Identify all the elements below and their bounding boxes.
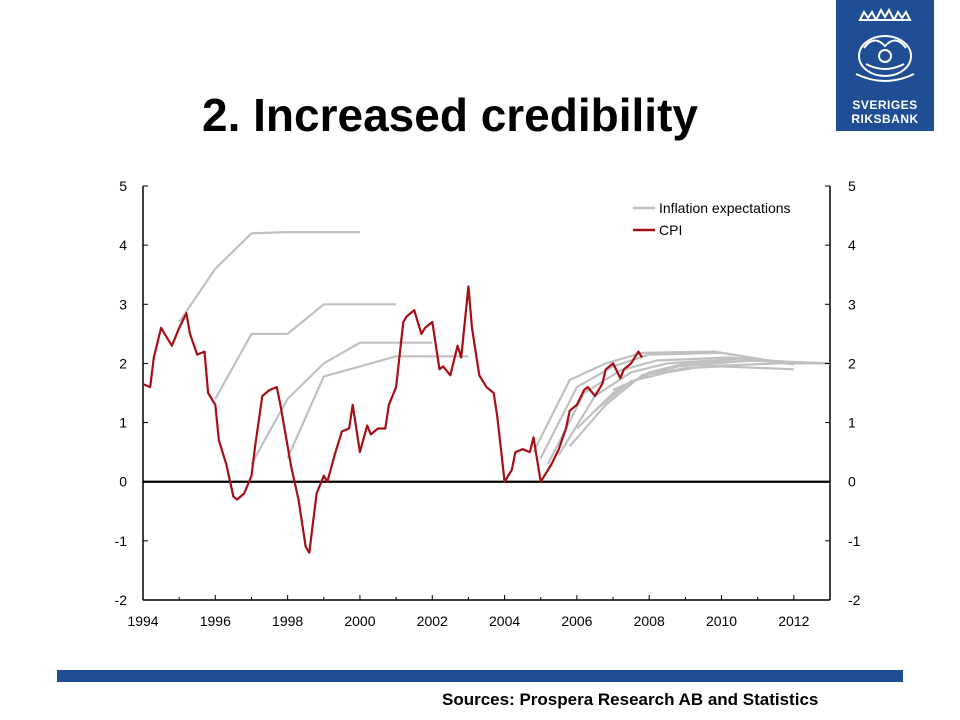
x-tick-label: 2004 (489, 613, 520, 629)
y-tick-label-left: 5 (119, 178, 127, 194)
x-tick-label: 1994 (127, 613, 158, 629)
y-tick-label-right: -1 (848, 533, 861, 549)
logo-text-sveriges: SVERIGES (852, 98, 918, 112)
inflation-expectations-line (214, 303, 397, 400)
y-tick-label-left: -2 (115, 592, 128, 608)
x-tick-label: 2000 (344, 613, 375, 629)
axis-ticks: 5 5 4 4 3 3 2 2 1 1 0 0 -1 -1 -2 -2 1994 1996 1998 2000 2002… (115, 178, 861, 629)
legend-label-cpi: CPI (659, 222, 682, 238)
cpi-series (142, 285, 643, 554)
footer-bar (57, 670, 903, 682)
plot-frame (142, 186, 831, 601)
legend-label-expectations: Inflation expectations (659, 200, 791, 216)
slide-title: 2. Increased credibility (201, 89, 698, 141)
x-tick-label: 1998 (272, 613, 303, 629)
inflation-expectations-line (286, 355, 469, 459)
logo-text-riksbank: RIKSBANK (851, 112, 919, 126)
inflation-expectations-line (576, 359, 831, 430)
inflation-expectations-line (594, 362, 830, 412)
riksbank-logo: SVERIGES RIKSBANK (836, 0, 934, 131)
x-tick-label: 2006 (561, 613, 592, 629)
cpi-line (142, 285, 643, 554)
legend: Inflation expectations CPI (633, 200, 791, 238)
x-tick-label: 1996 (200, 613, 231, 629)
inflation-chart: 5 5 4 4 3 3 2 2 1 1 0 0 -1 -1 -2 -2 1994 1996 1998 2000 2002… (115, 178, 861, 629)
y-tick-label-left: -1 (115, 533, 128, 549)
y-tick-label-left: 3 (119, 296, 127, 312)
x-tick-label: 2008 (634, 613, 665, 629)
y-tick-label-right: 4 (848, 237, 856, 253)
inflation-expectations-line (612, 365, 794, 392)
inflation-expectations-line (568, 359, 823, 447)
y-tick-label-right: 5 (848, 178, 856, 194)
y-tick-label-left: 2 (119, 355, 127, 371)
y-tick-label-right: 3 (848, 296, 856, 312)
crown-emblem-icon (855, 7, 915, 82)
inflation-expectations-line (178, 231, 360, 323)
y-tick-label-right: 2 (848, 355, 856, 371)
inflation-expectations-line (557, 357, 812, 456)
inflation-expectations-line (250, 341, 433, 465)
y-tick-label-left: 1 (119, 415, 127, 431)
x-tick-label: 2002 (417, 613, 448, 629)
x-tick-label: 2012 (778, 613, 809, 629)
y-tick-label-left: 0 (119, 474, 127, 490)
inflation-expectations-line (539, 351, 794, 459)
inflation-expectations-series (178, 231, 831, 465)
source-note: Sources: Prospera Research AB and Statis… (442, 690, 819, 709)
y-tick-label-right: -2 (848, 592, 861, 608)
x-tick-label: 2010 (706, 613, 737, 629)
y-tick-label-left: 4 (119, 237, 127, 253)
y-tick-label-right: 1 (848, 415, 856, 431)
y-tick-label-right: 0 (848, 474, 856, 490)
